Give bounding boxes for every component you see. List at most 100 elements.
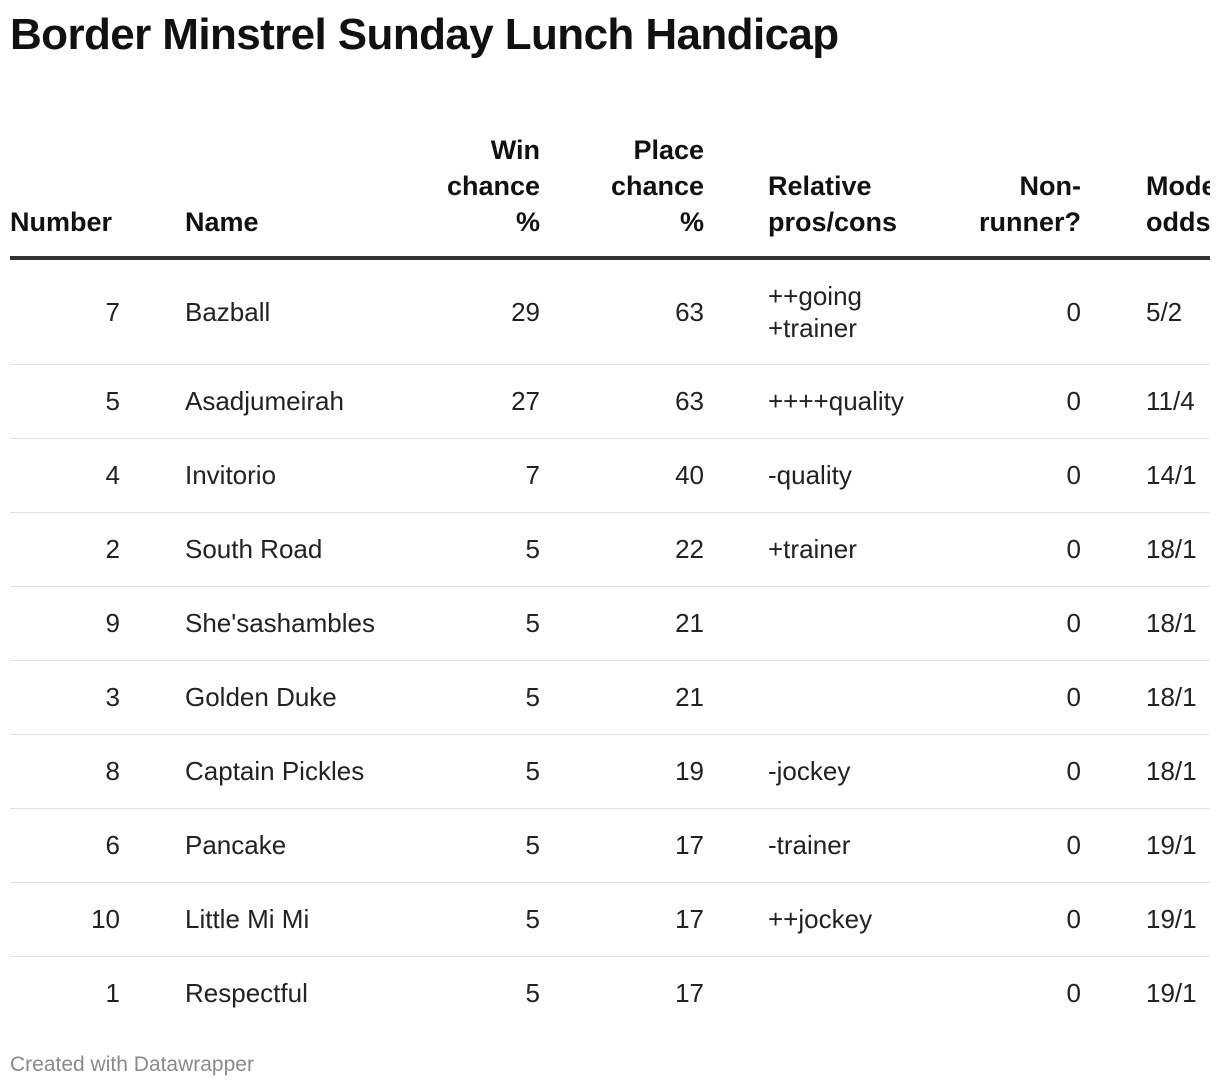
cell-model-odds: 14/1 <box>1146 438 1210 513</box>
pros-cons-item: -jockey <box>768 756 851 786</box>
cell-number: 6 <box>10 808 130 883</box>
cell-model-odds: 19/1 <box>1146 808 1210 883</box>
cell-spacer <box>130 660 185 735</box>
cell-model-odds: 5/2 <box>1146 258 1210 365</box>
cell-spacer <box>714 512 768 587</box>
cell-spacer <box>1091 258 1146 365</box>
cell-spacer <box>130 956 185 1030</box>
pros-cons-item: +trainer <box>768 534 857 564</box>
cell-number: 4 <box>10 438 130 513</box>
cell-number: 9 <box>10 586 130 661</box>
cell-pros-cons: -quality <box>768 438 953 513</box>
cell-spacer <box>714 882 768 957</box>
cell-model-odds: 11/4 <box>1146 364 1210 439</box>
table-header-row: Number Name Win chance% Place chance% Rela… <box>10 112 1210 260</box>
cell-model-odds: 19/1 <box>1146 978 1197 1009</box>
header-label-line: Name <box>185 207 259 237</box>
header-label-line: runner? <box>978 207 1081 237</box>
header-label-line: Relative <box>768 171 872 201</box>
cell-non-runner: 0 <box>953 258 1091 365</box>
cell-number: 3 <box>10 660 130 735</box>
cell-non-runner: 0 <box>953 660 1091 735</box>
cell-number: 1 <box>105 978 120 1009</box>
table-row: 6 Pancake 5 17 -trainer 0 19/1 <box>10 808 1210 883</box>
cell-win-chance: 5 <box>435 734 550 809</box>
cell-spacer <box>1091 512 1146 587</box>
cell-model-odds: 18/1 <box>1146 734 1210 809</box>
cell-spacer <box>714 660 768 735</box>
header-place-chance[interactable]: Place chance% <box>550 112 714 260</box>
cell-horse-name: Bazball <box>185 258 435 365</box>
cell-non-runner: 0 <box>953 586 1091 661</box>
cell-spacer <box>714 586 768 661</box>
header-spacer <box>714 112 768 260</box>
cell-spacer <box>1091 956 1146 1030</box>
table-row: 4 Invitorio 7 40 -quality 0 14/1 <box>10 438 1210 513</box>
cell-spacer <box>1091 808 1146 883</box>
table-row: 3 Golden Duke 5 21 0 18/1 <box>10 660 1210 735</box>
cell-number: 5 <box>10 364 130 439</box>
cell-pros-cons: ++going +trainer <box>768 258 953 365</box>
cell-non-runner: 0 <box>953 808 1091 883</box>
cell-horse-name: Respectful <box>185 978 308 1009</box>
cell-place-chance: 19 <box>550 734 714 809</box>
cell-place-chance: 17 <box>550 808 714 883</box>
cell-non-runner: 0 <box>953 734 1091 809</box>
cell-horse-name: Pancake <box>185 808 435 883</box>
cell-place-chance: 17 <box>675 978 704 1009</box>
cell-win-chance: 5 <box>435 512 550 587</box>
cell-model-odds: 18/1 <box>1146 512 1210 587</box>
cell-spacer <box>714 808 768 883</box>
cell-spacer <box>714 956 768 1030</box>
header-non-runner[interactable]: Non-runner? <box>953 112 1091 260</box>
table-body: 7 Bazball 29 63 ++going +trainer 0 5/2 5 Asadjume… <box>10 258 1210 1030</box>
cell-spacer <box>714 734 768 809</box>
cell-pros-cons <box>768 586 953 661</box>
table-row: 9 She'sashambles 5 21 0 18/1 <box>10 586 1210 661</box>
cell-horse-name: Little Mi Mi <box>185 882 435 957</box>
pros-cons-item: ++++quality <box>768 386 904 416</box>
header-win-chance[interactable]: Win chance% <box>435 112 550 260</box>
header-label-line: % <box>679 207 704 237</box>
cell-spacer <box>714 364 768 439</box>
cell-non-runner: 0 <box>953 364 1091 439</box>
cell-place-chance: 22 <box>550 512 714 587</box>
header-label-line: Place <box>633 135 704 165</box>
pros-cons-item: ++jockey <box>768 904 873 934</box>
header-label-line: odds <box>1146 207 1210 237</box>
header-label-line: Win <box>490 135 540 165</box>
data-table: Number Name Win chance% Place chance% Rela… <box>10 112 1210 1030</box>
cell-spacer <box>1091 438 1146 513</box>
cell-number: 7 <box>10 258 130 365</box>
cell-win-chance: 29 <box>435 258 550 365</box>
datawrapper-credit: Created with Datawrapper <box>10 1053 254 1076</box>
header-pros-cons[interactable]: Relative pros/cons <box>768 112 953 260</box>
cell-spacer <box>714 258 768 365</box>
header-label-line: chance <box>610 171 704 201</box>
header-label-line: Model <box>1146 171 1210 201</box>
header-number[interactable]: Number <box>10 112 130 260</box>
cell-spacer <box>130 882 185 957</box>
cell-win-chance: 7 <box>435 438 550 513</box>
pros-cons-item: +trainer <box>768 312 857 343</box>
cell-spacer <box>130 734 185 809</box>
table-row: 5 Asadjumeirah 27 63 ++++quality 0 11/4 <box>10 364 1210 439</box>
header-name[interactable]: Name <box>185 112 435 260</box>
cell-non-runner: 0 <box>953 882 1091 957</box>
cell-spacer <box>1091 586 1146 661</box>
cell-horse-name: Golden Duke <box>185 660 435 735</box>
header-label-line: Number <box>10 207 113 237</box>
cell-spacer <box>130 512 185 587</box>
header-label-line: pros/cons <box>768 207 898 237</box>
cell-win-chance: 5 <box>435 882 550 957</box>
cell-model-odds: 18/1 <box>1146 660 1210 735</box>
header-model-odds[interactable]: Model odds <box>1146 112 1210 260</box>
cell-pros-cons: ++++quality <box>768 364 953 439</box>
cell-spacer <box>130 438 185 513</box>
chart-title: Border Minstrel Sunday Lunch Handicap <box>10 10 839 59</box>
cell-pros-cons: -jockey <box>768 734 953 809</box>
cell-model-odds: 18/1 <box>1146 586 1210 661</box>
cell-spacer <box>714 438 768 513</box>
header-label-line: % <box>515 207 540 237</box>
cell-spacer <box>1091 364 1146 439</box>
